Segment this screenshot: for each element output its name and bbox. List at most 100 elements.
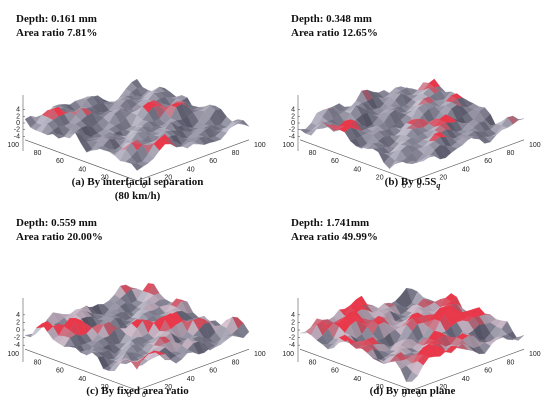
right-axis-tick-label: 40	[462, 166, 470, 173]
z-tick-label: 0	[291, 120, 295, 127]
depth-label-b: Depth: 0.348 mm	[291, 13, 372, 25]
z-tick-label: 2	[16, 113, 20, 120]
left-axis-tick-label: 0	[127, 183, 131, 190]
left-axis-tick-label: 80	[34, 359, 42, 366]
left-axis-tick-label: 40	[353, 166, 361, 173]
right-axis-tick-label: 40	[187, 166, 195, 173]
right-axis-tick-label: 80	[232, 150, 240, 157]
left-axis-tick-label: 80	[34, 150, 42, 157]
caption-b-line1: (b) By 0.5S	[384, 176, 437, 188]
panel-d: 4 2 0 -2 -4 100 80 60 40 20 0 0 20 40 60 80 100 Depth: 1…	[275, 204, 550, 408]
panel-a: 4 2 0 -2 -4 100 80 60 40 20 0 0 20 40 60 80 100 Depth: 0…	[0, 0, 275, 204]
z-tick-label: -2	[14, 335, 20, 342]
z-tick-label: 4	[291, 312, 295, 319]
left-axis-tick-label: 40	[78, 376, 86, 383]
left-axis-tick-label: 20	[376, 175, 384, 182]
right-axis-tick-label: 20	[164, 175, 172, 182]
annotation-b: Depth: 0.348 mm Area ratio 12.65%	[291, 12, 378, 40]
z-tick-label: 2	[291, 319, 295, 326]
right-axis-tick-label: 40	[187, 376, 195, 383]
z-tick-label: -2	[289, 335, 295, 342]
depth-label-d: Depth: 1.741mm	[291, 217, 370, 229]
right-axis-tick-label: 0	[142, 183, 146, 190]
rough-surface	[24, 78, 250, 171]
rough-surface	[299, 287, 525, 383]
right-axis-tick-label: 100	[529, 351, 541, 358]
depth-label-a: Depth: 0.161 mm	[16, 13, 97, 25]
caption-d-line1: (d) By mean plane	[369, 385, 456, 397]
base-axes	[24, 348, 250, 391]
caption-a-line1: (a) By interfacial separation	[71, 176, 204, 188]
left-axis-tick-label: 40	[78, 166, 86, 173]
right-axis-tick-label: 100	[254, 142, 266, 149]
caption-d: (d) By mean plane	[275, 384, 550, 398]
z-tick-label: 2	[16, 319, 20, 326]
right-axis-tick-label: 0	[142, 392, 146, 399]
surface-facet	[501, 334, 514, 340]
z-tick-label: -4	[14, 133, 20, 140]
left-axis-tick-label: 40	[353, 376, 361, 383]
left-axis-tick-label: 60	[56, 158, 64, 165]
rough-surface	[24, 283, 250, 371]
caption-b-subscript: q	[436, 181, 441, 191]
panel-b: 4 2 0 -2 -4 100 80 60 40 20 0 0 20 40 60 80 100 Depth: 0…	[275, 0, 550, 204]
area-ratio-label-a: Area ratio 7.81%	[16, 27, 98, 39]
depth-label-c: Depth: 0.559 mm	[16, 217, 97, 229]
base-axes	[299, 139, 525, 182]
surface-facet	[406, 160, 418, 164]
caption-c-line1: (c) By fixed area ratio	[86, 385, 189, 397]
left-axis-tick-label: 20	[376, 384, 384, 391]
z-tick-label: 4	[16, 107, 20, 114]
right-axis-tick-label: 80	[507, 359, 515, 366]
annotation-c: Depth: 0.559 mm Area ratio 20.00%	[16, 216, 103, 244]
panel-c: 4 2 0 -2 -4 100 80 60 40 20 0 0 20 40 60 80 100 Depth: 0…	[0, 204, 275, 408]
left-axis-tick-label: 100	[7, 142, 19, 149]
z-tick-label: 4	[16, 312, 20, 319]
right-axis-tick-label: 20	[164, 384, 172, 391]
area-ratio-label-d: Area ratio 49.99%	[291, 231, 378, 243]
rough-surface	[299, 78, 525, 170]
right-axis-tick-label: 60	[209, 158, 217, 165]
z-tick-label: -4	[14, 342, 20, 349]
annotation-d: Depth: 1.741mm Area ratio 49.99%	[291, 216, 378, 244]
z-tick-label: 0	[16, 120, 20, 127]
base-axes	[24, 139, 250, 182]
left-axis-tick-label: 20	[101, 175, 109, 182]
z-tick-label: 2	[291, 113, 295, 120]
base-axes	[299, 348, 525, 391]
z-tick-label: -2	[289, 127, 295, 134]
surface-facet	[406, 371, 418, 382]
right-axis-tick-label: 100	[254, 351, 266, 358]
z-tick-label: 4	[291, 107, 295, 114]
surface-facet	[30, 327, 43, 338]
left-axis-tick-label: 0	[402, 392, 406, 399]
z-tick-label: 0	[16, 327, 20, 334]
left-axis-tick-label: 100	[282, 142, 294, 149]
surface-facet	[131, 163, 143, 171]
right-axis-tick-label: 0	[417, 183, 421, 190]
left-axis-tick-label: 80	[309, 150, 317, 157]
area-ratio-label-b: Area ratio 12.65%	[291, 27, 378, 39]
left-axis-tick-label: 80	[309, 359, 317, 366]
left-axis-tick-label: 60	[56, 368, 64, 375]
left-axis-tick-label: 0	[127, 392, 131, 399]
right-axis-tick-label: 80	[232, 359, 240, 366]
z-tick-label: -4	[289, 342, 295, 349]
z-tick-label: -2	[14, 127, 20, 134]
right-axis-tick-label: 60	[209, 368, 217, 375]
right-axis-tick-label: 20	[439, 384, 447, 391]
caption-b: (b) By 0.5Sq	[275, 175, 550, 193]
annotation-a: Depth: 0.161 mm Area ratio 7.81%	[16, 12, 97, 40]
caption-a-line2: (80 km/h)	[114, 190, 161, 202]
left-axis-tick-label: 20	[101, 384, 109, 391]
z-tick-label: 0	[291, 327, 295, 334]
right-axis-tick-label: 40	[462, 376, 470, 383]
left-axis-tick-label: 100	[7, 351, 19, 358]
